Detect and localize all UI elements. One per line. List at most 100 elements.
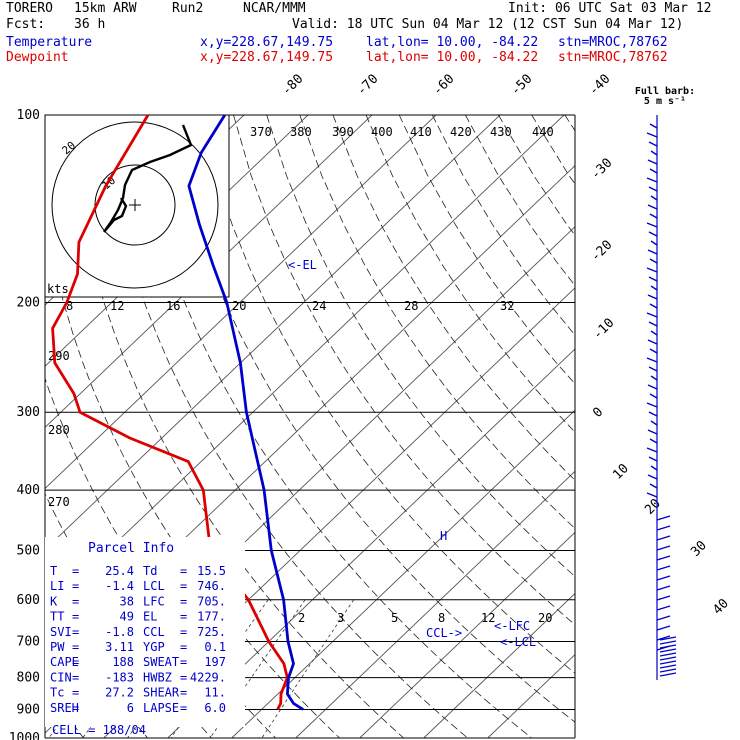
wind-barb xyxy=(648,186,658,192)
wind-barb xyxy=(659,668,677,673)
parcel-equals: = xyxy=(180,594,187,608)
parcel-info-box: Parcel Info xyxy=(45,537,245,727)
isotherm-line xyxy=(45,115,565,612)
level-annotation: <-EL xyxy=(288,258,317,272)
parcel-param-value: 25.4 xyxy=(105,564,134,578)
legend-temperature-xy: x,y=228.67,149.75 xyxy=(200,35,334,50)
pressure-label: 700 xyxy=(17,634,40,649)
parcel-param-value: -183 xyxy=(105,670,134,684)
theta-label: 420 xyxy=(450,125,472,139)
parcel-param-value: -1.4 xyxy=(105,579,134,593)
dry-adiabat-line xyxy=(365,115,575,433)
barb-label-line2: 5 m s⁻¹ xyxy=(644,96,686,107)
model-name: TORERO xyxy=(6,1,53,16)
wind-barb xyxy=(648,321,658,327)
hodograph-ring-20 xyxy=(51,121,219,289)
wind-barb xyxy=(649,258,658,264)
wind-barb xyxy=(656,545,671,551)
theta-left-label: 290 xyxy=(48,349,70,363)
wind-barb xyxy=(648,141,658,147)
wind-barb xyxy=(656,535,671,541)
forecast-hour: 36 h xyxy=(74,17,106,32)
parcel-equals: = xyxy=(180,670,187,684)
mixing-ratio-label: 2 xyxy=(298,611,305,625)
dry-adiabat-line xyxy=(564,115,575,132)
isotherm-label: 40 xyxy=(710,596,732,618)
wind-barb xyxy=(650,375,658,381)
wind-barb xyxy=(647,384,658,390)
legend-dewpoint-xy: x,y=228.67,149.75 xyxy=(200,50,334,65)
wind-barb xyxy=(656,585,671,591)
parcel-equals: = xyxy=(180,655,187,669)
parcel-equals: = xyxy=(72,564,79,578)
level-annotation: CCL-> xyxy=(426,626,462,640)
forecast-label: Fcst: xyxy=(6,17,46,32)
mixing-ratio-label: 8 xyxy=(438,611,445,625)
isotherm-label: -30 xyxy=(588,156,615,183)
wind-barb xyxy=(656,525,671,531)
dry-adiabat-line xyxy=(299,115,575,529)
wind-barb xyxy=(656,515,671,521)
wind-barb xyxy=(650,195,658,201)
theta-left-label: 270 xyxy=(48,495,70,509)
parcel-param-value: 27.2 xyxy=(105,686,134,700)
parcel-equals: = xyxy=(72,686,79,700)
wind-barb xyxy=(647,339,658,345)
theta-left-label: 280 xyxy=(48,423,70,437)
dry-adiabat-line xyxy=(100,115,468,739)
pressure-label: 200 xyxy=(17,296,40,311)
wind-barb xyxy=(656,575,671,581)
parcel-param-name: HWBZ xyxy=(143,670,172,684)
wind-barb xyxy=(649,123,658,129)
parcel-equals: = xyxy=(72,701,79,715)
pressure-label: 600 xyxy=(17,593,40,608)
parcel-equals: = xyxy=(180,610,187,624)
isotherm-label: -40 xyxy=(586,72,613,99)
pressure-label: 900 xyxy=(17,702,40,717)
level-annotation: H xyxy=(440,529,447,543)
parcel-equals: = xyxy=(72,655,79,669)
wind-barb xyxy=(649,303,658,309)
parcel-equals: = xyxy=(72,610,79,624)
wind-barb xyxy=(659,648,677,653)
wind-barb xyxy=(649,438,658,444)
wind-barb xyxy=(648,456,658,462)
wind-barb xyxy=(649,393,658,399)
wind-barb xyxy=(656,565,671,571)
parcel-equals: = xyxy=(180,640,187,654)
wind-barb xyxy=(647,474,658,480)
parcel-equals: = xyxy=(180,564,187,578)
parcel-info-title: Parcel Info xyxy=(88,541,174,556)
pressure-label: 400 xyxy=(17,483,40,498)
pressure-label: 500 xyxy=(17,543,40,558)
mixing-ratio-label: 12 xyxy=(481,611,495,625)
wind-barb xyxy=(647,429,658,435)
parcel-param-name: PW xyxy=(50,640,65,654)
pressure-label: 1000 xyxy=(9,731,40,740)
wind-barb xyxy=(646,132,658,138)
temperature-curve xyxy=(187,114,304,711)
theta-label: 380 xyxy=(290,125,312,139)
dry-adiabat-line xyxy=(398,115,575,385)
dry-adiabat-line xyxy=(531,115,575,185)
wind-barb xyxy=(646,492,658,498)
parcel-param-value: 0.1 xyxy=(204,640,226,654)
parcel-param-name: SVI xyxy=(50,625,72,639)
parcel-param-name: LFC xyxy=(143,594,165,608)
parcel-param-name: EL xyxy=(143,610,157,624)
level-annotation: <-LFC xyxy=(494,619,530,633)
parcel-param-name: Tc xyxy=(50,686,64,700)
parcel-param-value: 177. xyxy=(197,610,226,624)
wind-barb xyxy=(649,168,658,174)
wind-barb xyxy=(646,402,658,408)
parcel-param-name: SREH xyxy=(50,701,79,715)
wind-barb xyxy=(647,249,658,255)
wind-barb xyxy=(659,644,677,649)
theta-label: 430 xyxy=(490,125,512,139)
wind-speed-label: 20 xyxy=(232,299,246,313)
barb-label-line1: Full barb: xyxy=(635,86,695,97)
legend-dewpoint-latlon: lat,lon= 10.00, -84.22 xyxy=(366,50,539,65)
init-time: Init: 06 UTC Sat 03 Mar 12 xyxy=(508,1,712,16)
